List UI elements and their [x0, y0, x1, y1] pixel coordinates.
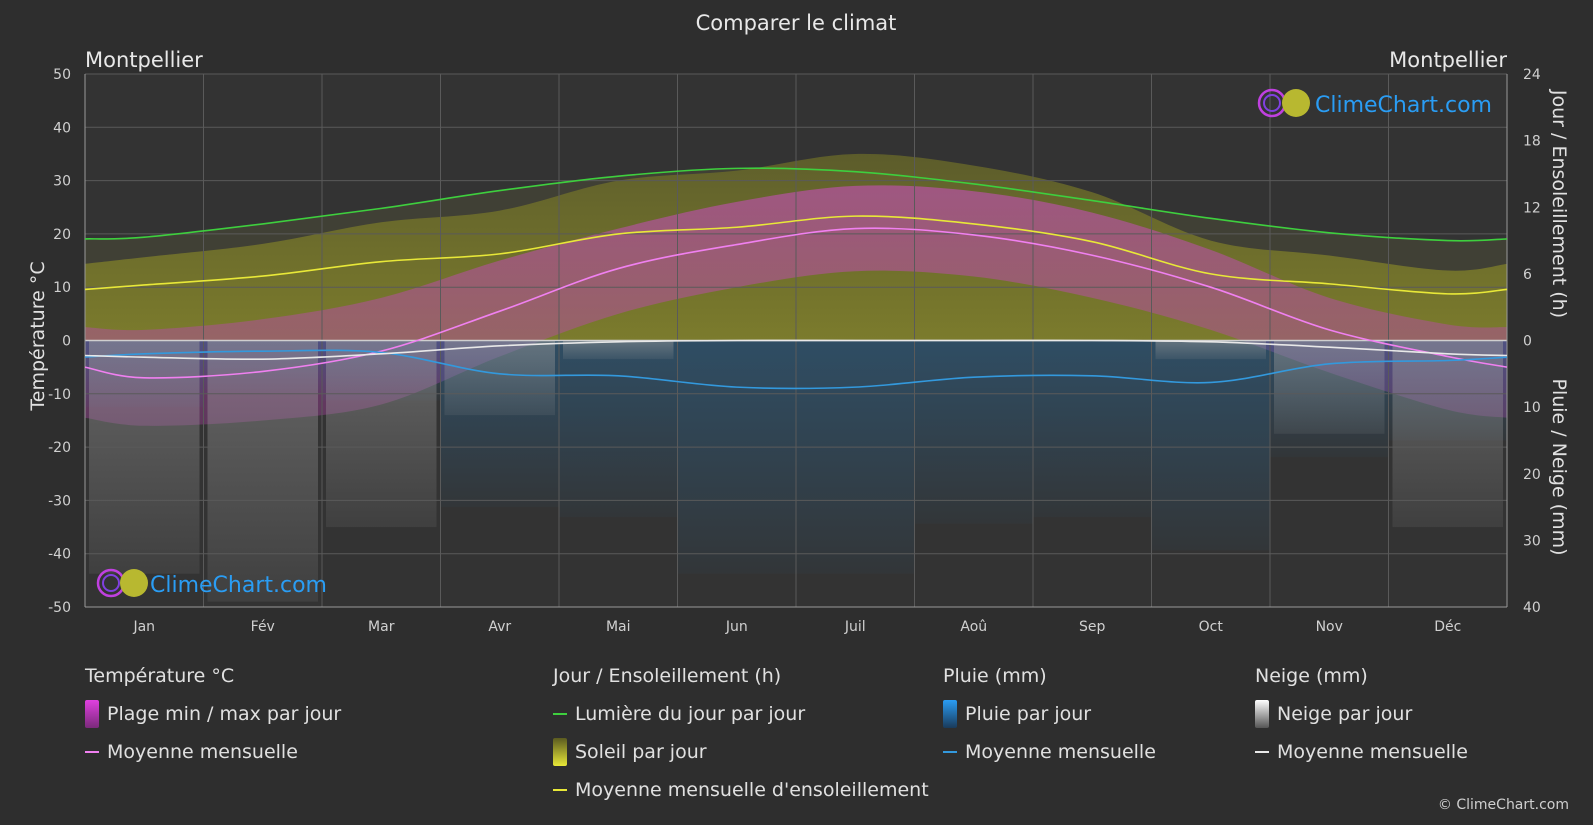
location-right: Montpellier [1389, 48, 1507, 72]
y-left-axis-label: Température °C [27, 261, 49, 411]
series-line [84, 215, 1508, 295]
x-tick-label: Juil [844, 619, 866, 635]
legend-item: Moyenne mensuelle d'ensoleillement [553, 779, 929, 801]
x-tick-label: Aoû [960, 619, 987, 635]
band-swatch-icon [85, 700, 99, 728]
legend-item-label: Pluie par jour [965, 703, 1092, 725]
y-left-tick-label: 50 [53, 67, 71, 83]
legend-snow-title: Neige (mm) [1255, 665, 1368, 687]
series-line [84, 167, 1508, 242]
series-line [84, 349, 1508, 390]
legend-temperature: Température °C Plage min / max par jour … [85, 665, 341, 779]
legend-item: Lumière du jour par jour [553, 703, 929, 725]
y-right-top-tick-label: 24 [1523, 67, 1541, 83]
rain-daily-bar [677, 340, 796, 574]
legend-rain-title: Pluie (mm) [943, 665, 1047, 687]
y-right-top-axis-label: Jour / Ensoleillement (h) [1548, 89, 1570, 318]
legend-item-label: Lumière du jour par jour [575, 703, 806, 725]
x-tick-label: Déc [1434, 619, 1461, 635]
y-right-top-tick-label: 6 [1523, 267, 1532, 283]
x-tick-label: Jun [725, 619, 748, 635]
rain-daily-bar [1033, 340, 1152, 518]
series-line [84, 227, 1508, 379]
y-right-bottom-axis-label: Pluie / Neige (mm) [1548, 378, 1570, 555]
x-tick-label: Mar [368, 619, 395, 635]
x-tick-label: Nov [1316, 619, 1343, 635]
y-left-tick-label: 10 [53, 280, 71, 296]
rain-daily-bar [559, 340, 678, 518]
y-left-tick-label: 0 [62, 334, 71, 350]
y-right-top-tick-label: 18 [1523, 134, 1541, 150]
line-swatch-icon [553, 713, 567, 715]
brand-logo-top[interactable]: ClimeChart.com [1257, 88, 1492, 118]
legend-item-label: Moyenne mensuelle [1277, 741, 1468, 763]
y-left-tick-label: -10 [48, 387, 71, 403]
legend-item-label: Moyenne mensuelle d'ensoleillement [575, 779, 929, 801]
y-left-tick-label: 30 [53, 174, 71, 190]
snow-daily-bar [1155, 340, 1266, 360]
copyright: © ClimeChart.com [1437, 797, 1569, 813]
y-left-tick-label: -40 [48, 547, 71, 563]
brand-logo-bottom[interactable]: ClimeChart.com [96, 568, 327, 598]
chart-title: Comparer le climat [696, 11, 897, 35]
legend-sun: Jour / Ensoleillement (h) Lumière du jou… [553, 665, 929, 817]
snow-swatch-icon [1255, 700, 1269, 728]
x-tick-label: Sep [1079, 619, 1106, 635]
y-right-top-tick-label: 0 [1523, 334, 1532, 350]
snow-daily-bar [89, 340, 200, 574]
legend-item-label: Soleil par jour [575, 741, 707, 763]
legend-rain: Pluie (mm) Pluie par jour Moyenne mensue… [943, 665, 1156, 779]
legend-temperature-title: Température °C [85, 665, 235, 687]
legend-item: Soleil par jour [553, 738, 929, 766]
y-left-tick-label: 40 [53, 120, 71, 136]
y-right-bottom-tick-label: 20 [1523, 467, 1541, 483]
brand-name-bottom: ClimeChart.com [150, 573, 327, 598]
legend-item: Plage min / max par jour [85, 700, 342, 728]
snow-daily-bar [326, 340, 437, 528]
legend-snow: Neige (mm) Neige par jour Moyenne mensue… [1255, 665, 1468, 779]
legend-item: Moyenne mensuelle [943, 741, 1156, 763]
location-left: Montpellier [85, 48, 203, 72]
snow-daily-bar [444, 340, 555, 416]
legend-item-label: Neige par jour [1277, 703, 1413, 725]
legend-item-label: Moyenne mensuelle [107, 741, 298, 763]
y-right-bottom-tick-label: 40 [1523, 600, 1541, 616]
line-swatch-icon [1255, 751, 1269, 753]
legend-item: Pluie par jour [943, 700, 1156, 728]
rain-swatch-icon [943, 700, 957, 728]
snow-daily-bar [563, 340, 674, 360]
y-right-bottom-tick-label: 30 [1523, 533, 1541, 549]
y-left-tick-label: 20 [53, 227, 71, 243]
brand-name-top: ClimeChart.com [1315, 93, 1492, 118]
x-tick-label: Jan [132, 619, 155, 635]
snow-daily-bar [1274, 340, 1385, 434]
rain-daily-bar [914, 340, 1033, 524]
legend-item-label: Moyenne mensuelle [965, 741, 1156, 763]
y-left-tick-label: -20 [48, 440, 71, 456]
series-line [84, 339, 1508, 361]
line-swatch-icon [85, 751, 99, 753]
legend-item-label: Plage min / max par jour [107, 703, 342, 725]
sun-swatch-icon [553, 738, 567, 766]
line-swatch-icon [943, 751, 957, 753]
legend-sun-title: Jour / Ensoleillement (h) [553, 665, 782, 687]
y-left-tick-label: -50 [48, 600, 71, 616]
snow-daily-bar [1392, 340, 1503, 528]
line-swatch-icon [553, 789, 567, 791]
rain-daily-bar [796, 340, 915, 574]
snow-daily-bar [207, 340, 318, 602]
y-right-bottom-tick-label: 10 [1523, 400, 1541, 416]
x-tick-label: Avr [488, 619, 511, 635]
y-left-tick-label: -30 [48, 493, 71, 509]
x-tick-label: Oct [1199, 619, 1224, 635]
legend-item: Moyenne mensuelle [1255, 741, 1468, 763]
x-tick-label: Mai [606, 619, 631, 635]
legend-item: Neige par jour [1255, 700, 1468, 728]
y-right-top-tick-label: 12 [1523, 200, 1541, 216]
rain-daily-bar [1151, 340, 1270, 551]
legend-item: Moyenne mensuelle [85, 741, 341, 763]
x-tick-label: Fév [251, 619, 275, 635]
